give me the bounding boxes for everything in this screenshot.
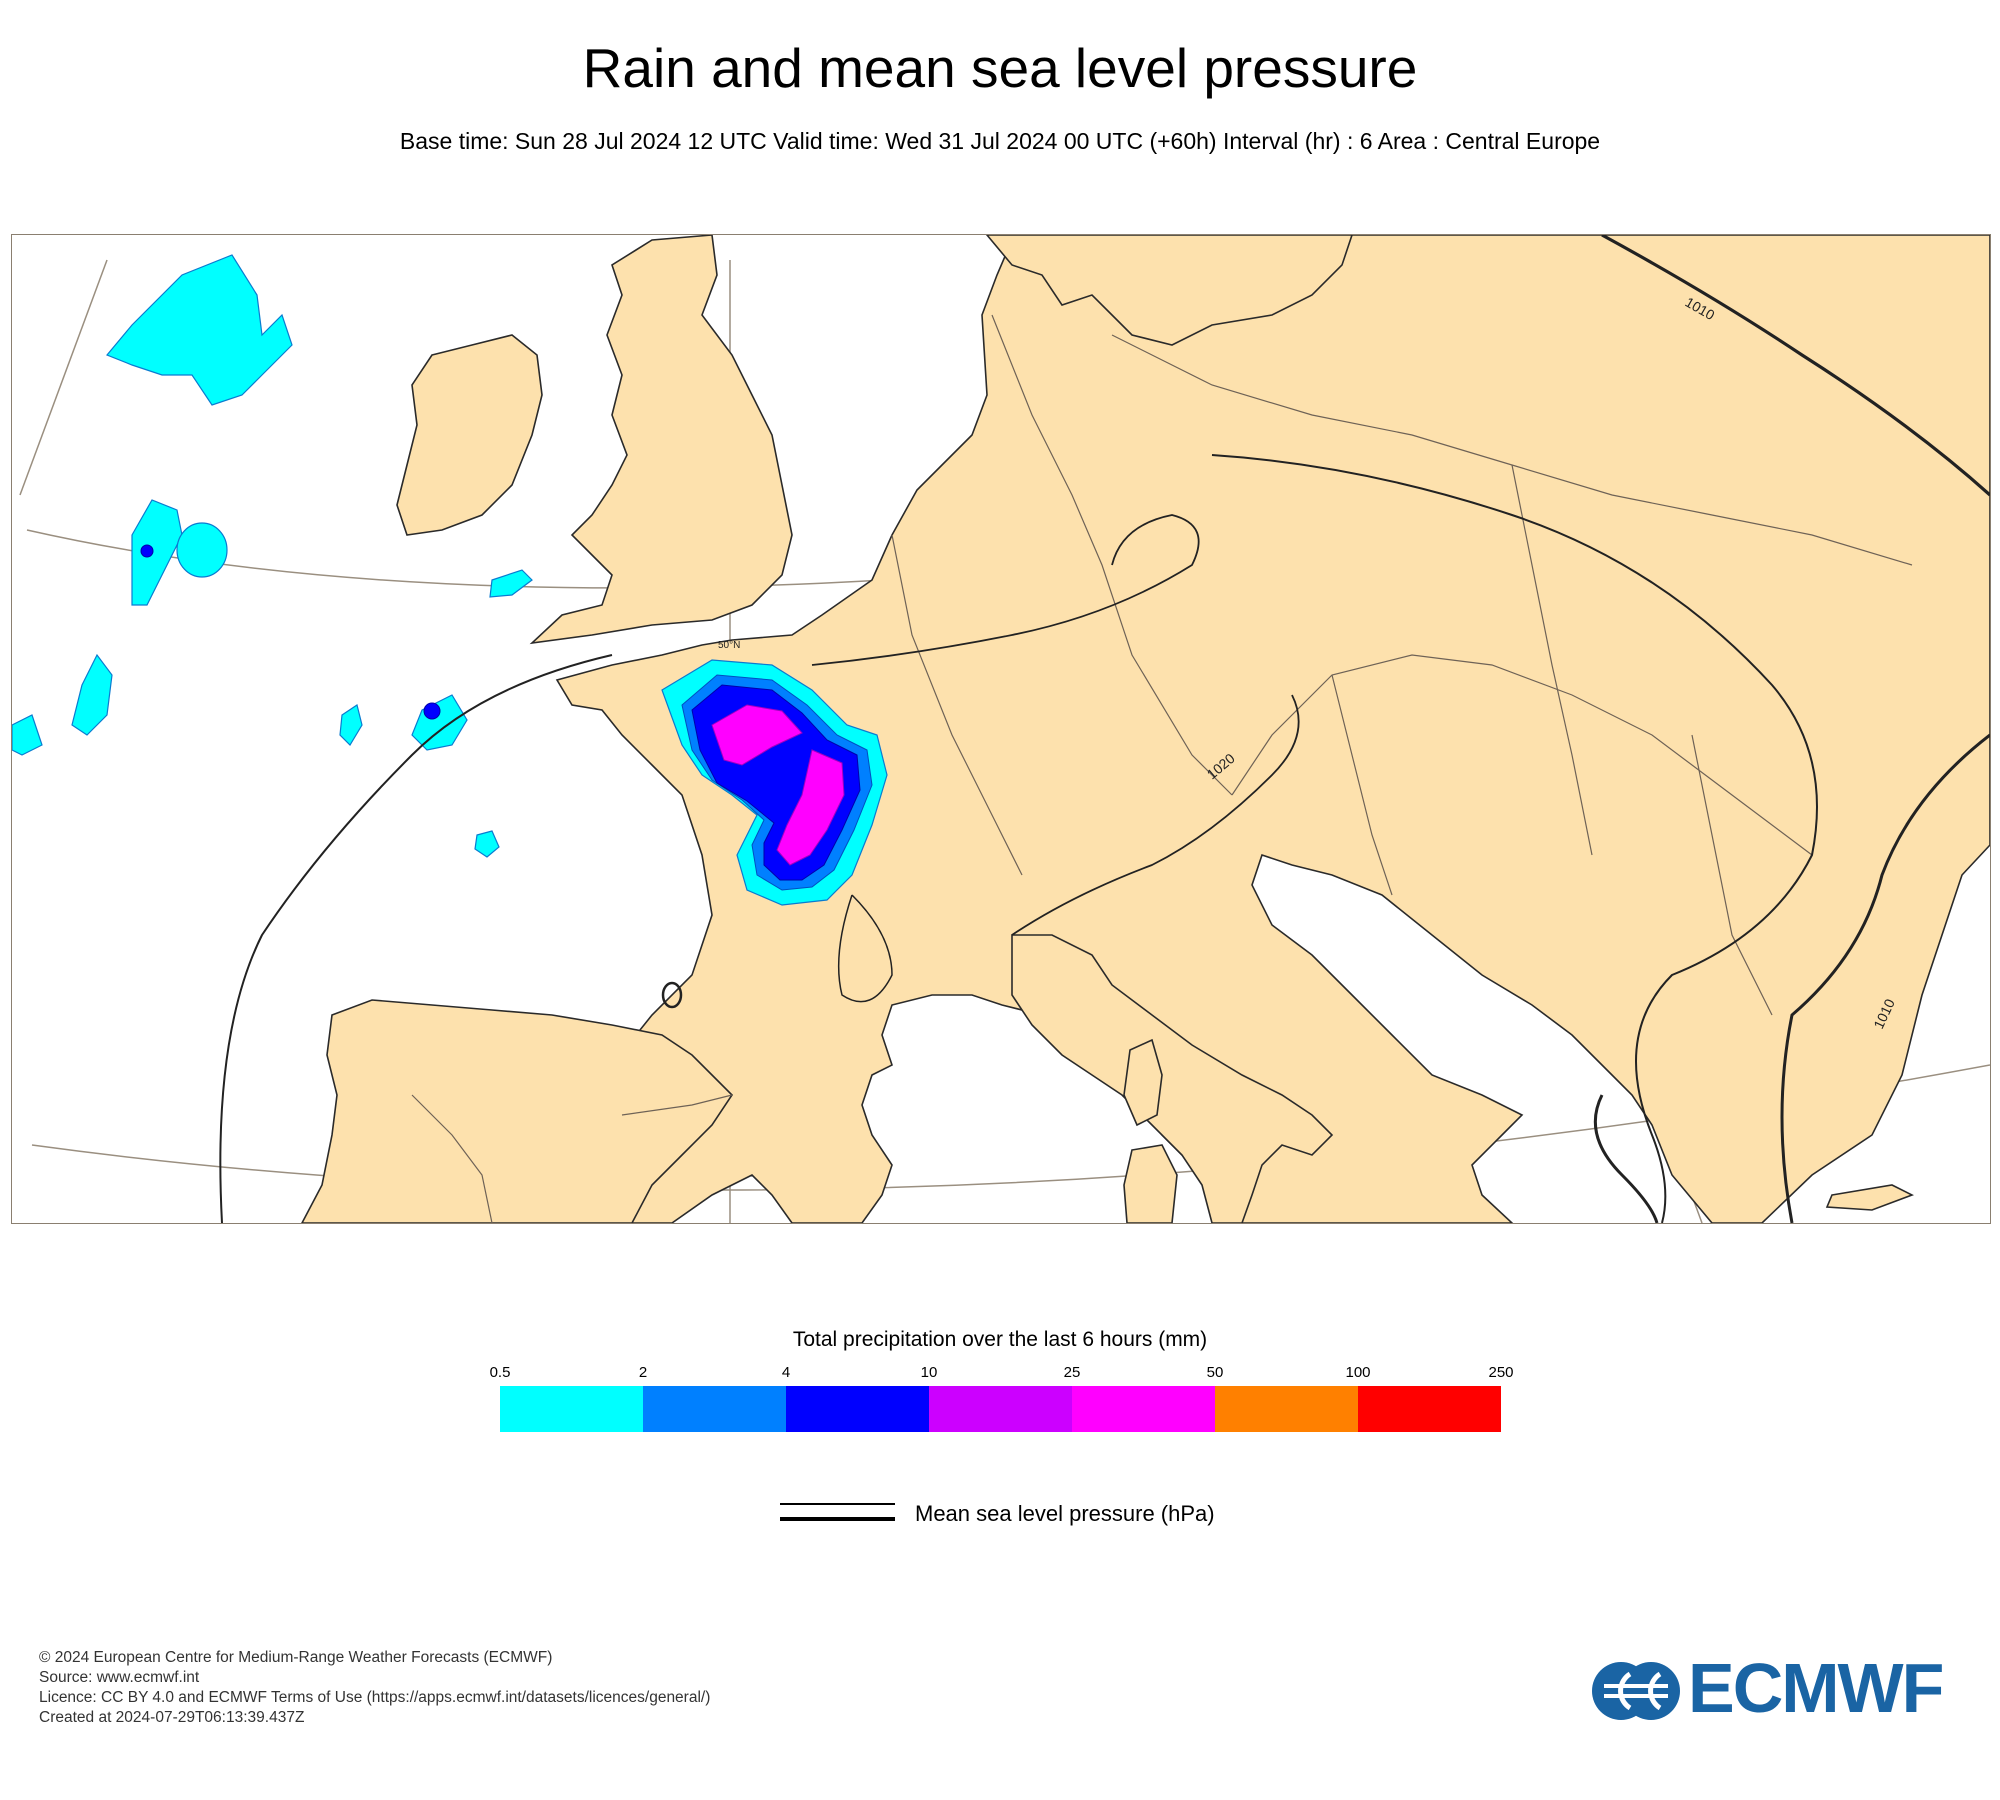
land-great-britain <box>529 235 793 645</box>
footer-source: Source: www.ecmwf.int <box>39 1669 200 1686</box>
precip-atlantic-mid-2 <box>176 522 228 578</box>
legend-title: Total precipitation over the last 6 hour… <box>792 1328 1208 1351</box>
isobar-low-bordeaux <box>661 981 683 1009</box>
precip-channel <box>489 569 533 598</box>
border-6 <box>1331 674 1393 896</box>
footer-licence: Licence: CC BY 4.0 and ECMWF Terms of Us… <box>39 1689 711 1706</box>
land-italy <box>1011 934 1334 1223</box>
precip-very-heavy <box>711 704 845 866</box>
colorbar-tick: 50 <box>1206 1364 1224 1381</box>
ecmwf-logo-text: ECMWF <box>1688 1649 1944 1727</box>
precip-vendee <box>474 830 500 858</box>
precipitation <box>12 254 888 906</box>
footer-created: Created at 2024-07-29T06:13:39.437Z <box>39 1709 305 1726</box>
ecmwf-logo-icon <box>1592 1662 1680 1720</box>
isobar-1020-north <box>811 514 1200 666</box>
colorbar-swatch <box>1072 1386 1215 1432</box>
border-portugal <box>411 1094 493 1223</box>
isobar-1010-southeast <box>1780 733 1990 1223</box>
border-1 <box>991 314 1233 796</box>
map-svg: 50°N 1010 1020 1010 <box>12 235 1990 1223</box>
isobar-1010-greece <box>1593 1094 1659 1223</box>
precip-biscay-core <box>423 702 441 720</box>
country-borders <box>411 314 1913 1223</box>
land-corsica <box>1123 1038 1163 1127</box>
border-5 <box>1511 464 1593 856</box>
colorbar-tick: 2 <box>638 1364 648 1381</box>
lat-label-50n: 50°N <box>718 640 740 651</box>
ecmwf-logo[interactable]: ECMWF <box>1590 1649 1970 1727</box>
precip-france-core-1 <box>711 704 803 766</box>
colorbar-swatch <box>1358 1386 1501 1432</box>
precip-atlantic-north <box>106 254 293 406</box>
precip-atlantic-mid-3 <box>71 653 113 736</box>
border-7 <box>1691 734 1773 1016</box>
colorbar-swatch <box>929 1386 1072 1432</box>
border-3 <box>1231 654 1813 856</box>
mslp-legend-lines <box>780 1503 895 1521</box>
border-pyrenees <box>621 1094 733 1116</box>
footer-copyright: © 2024 European Centre for Medium-Range … <box>39 1649 553 1666</box>
precip-biscay <box>411 694 468 751</box>
precipitation-colorbar <box>500 1386 1501 1432</box>
land-sardinia <box>1123 1144 1178 1223</box>
footer-credits: © 2024 European Centre for Medium-Range … <box>39 1648 710 1728</box>
chart-title: Rain and mean sea level pressure <box>582 37 1418 99</box>
land-ireland <box>396 334 543 536</box>
colorbar-tick: 25 <box>1063 1364 1081 1381</box>
isobars <box>219 235 1990 1223</box>
precip-atlantic-west <box>12 714 43 756</box>
precip-atlantic-mid-1 <box>131 499 183 606</box>
mslp-legend-label: Mean sea level pressure (hPa) <box>915 1501 1215 1526</box>
colorbar-swatch <box>643 1386 786 1432</box>
colorbar-tick: 250 <box>1488 1364 1514 1381</box>
meridian-west <box>19 259 108 496</box>
isobar-1015-east <box>1211 454 1818 1223</box>
colorbar-tick: 100 <box>1345 1364 1371 1381</box>
chart-subtitle: Base time: Sun 28 Jul 2024 12 UTC Valid … <box>399 128 1601 154</box>
land-crete <box>1825 1184 1914 1211</box>
colorbar-swatch <box>786 1386 929 1432</box>
colorbar-tick: 4 <box>781 1364 791 1381</box>
colorbar-tick: 0.5 <box>489 1364 511 1381</box>
precip-atlantic-core <box>140 544 154 558</box>
colorbar-tick: 10 <box>920 1364 938 1381</box>
precip-france-core-2 <box>776 749 845 866</box>
colorbar-swatch <box>1215 1386 1358 1432</box>
isobar-massif-central <box>837 894 893 1003</box>
isobar-1020-alps <box>1011 694 1300 936</box>
precip-biscay-2 <box>339 704 363 746</box>
isobar-1010-northeast <box>1601 235 1990 497</box>
land-scandinavia <box>985 235 1353 346</box>
border-2 <box>891 534 1023 876</box>
land-iberia <box>301 999 734 1223</box>
colorbar-swatch <box>500 1386 643 1432</box>
map-panel: 50°N 1010 1020 1010 <box>11 234 1991 1224</box>
landmasses <box>301 235 1990 1223</box>
isobar-1015-west <box>219 654 613 1223</box>
